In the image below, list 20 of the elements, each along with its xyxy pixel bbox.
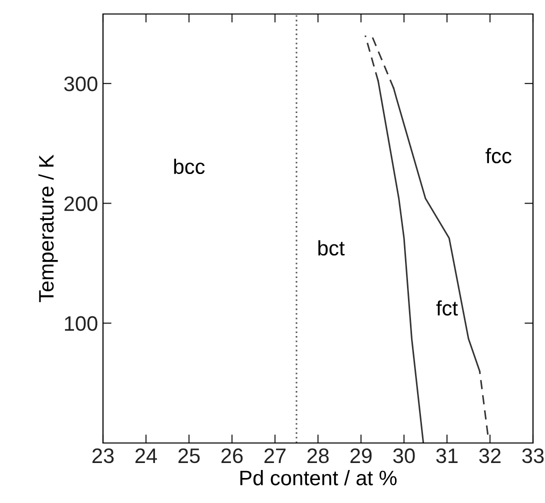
x-tick-label: 24 xyxy=(135,448,157,463)
x-tick-label: 32 xyxy=(479,448,501,464)
x-tick-label: 25 xyxy=(178,448,200,464)
x-tick-label: 27 xyxy=(264,448,286,463)
y-tick-label: 200 xyxy=(64,196,98,212)
x-tick-label: 33 xyxy=(522,448,544,464)
x-axis-title: Pd content / at % xyxy=(240,470,397,486)
y-tick-label: 300 xyxy=(64,76,98,92)
x-tick-label: 30 xyxy=(393,448,415,464)
annotation: fct xyxy=(436,300,458,316)
x-tick-label: 29 xyxy=(350,448,372,464)
x-tick-label: 31 xyxy=(436,448,458,464)
annotation: fcc xyxy=(486,148,512,164)
x-tick-label: 28 xyxy=(307,448,329,464)
y-tick-label: 100 xyxy=(64,316,98,331)
x-tick-label: 23 xyxy=(92,448,114,464)
annotation: bct xyxy=(318,240,345,256)
y-axis-title: Temperature / K xyxy=(38,154,58,302)
annotation: bcc xyxy=(174,158,205,174)
x-tick-label: 26 xyxy=(221,448,243,464)
